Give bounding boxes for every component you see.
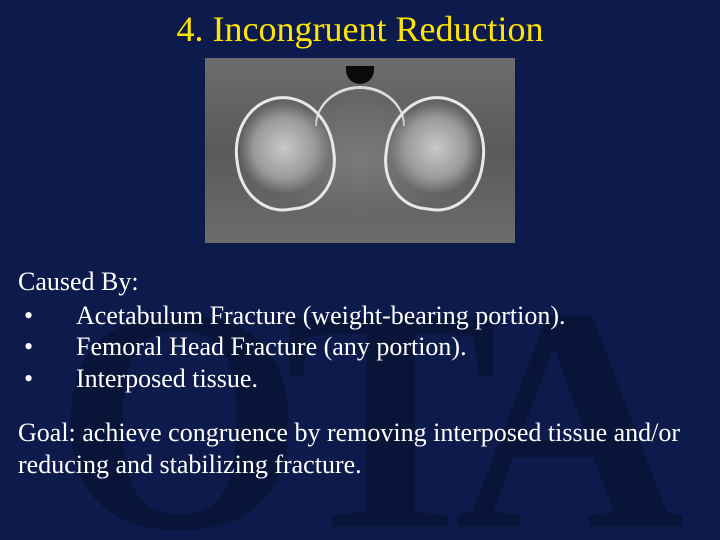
goal-text: Goal: achieve congruence by removing int… <box>18 417 702 480</box>
slide-container: 4. Incongruent Reduction Caused By: • Ac… <box>0 0 720 540</box>
list-item: • Interposed tissue. <box>18 363 702 395</box>
bullet-icon: • <box>18 331 76 363</box>
slide-title: 4. Incongruent Reduction <box>18 8 702 50</box>
image-wrapper <box>18 58 702 248</box>
bullet-icon: • <box>18 300 76 332</box>
list-item-text: Interposed tissue. <box>76 363 258 395</box>
list-item-text: Acetabulum Fracture (weight-bearing port… <box>76 300 566 332</box>
list-item: • Femoral Head Fracture (any portion). <box>18 331 702 363</box>
caused-by-label: Caused By: <box>18 266 702 298</box>
ct-pelvis-image <box>205 58 515 243</box>
list-item: • Acetabulum Fracture (weight-bearing po… <box>18 300 702 332</box>
bullet-icon: • <box>18 363 76 395</box>
body-text-block: Caused By: • Acetabulum Fracture (weight… <box>18 266 702 480</box>
caused-by-list: • Acetabulum Fracture (weight-bearing po… <box>18 300 702 395</box>
list-item-text: Femoral Head Fracture (any portion). <box>76 331 467 363</box>
